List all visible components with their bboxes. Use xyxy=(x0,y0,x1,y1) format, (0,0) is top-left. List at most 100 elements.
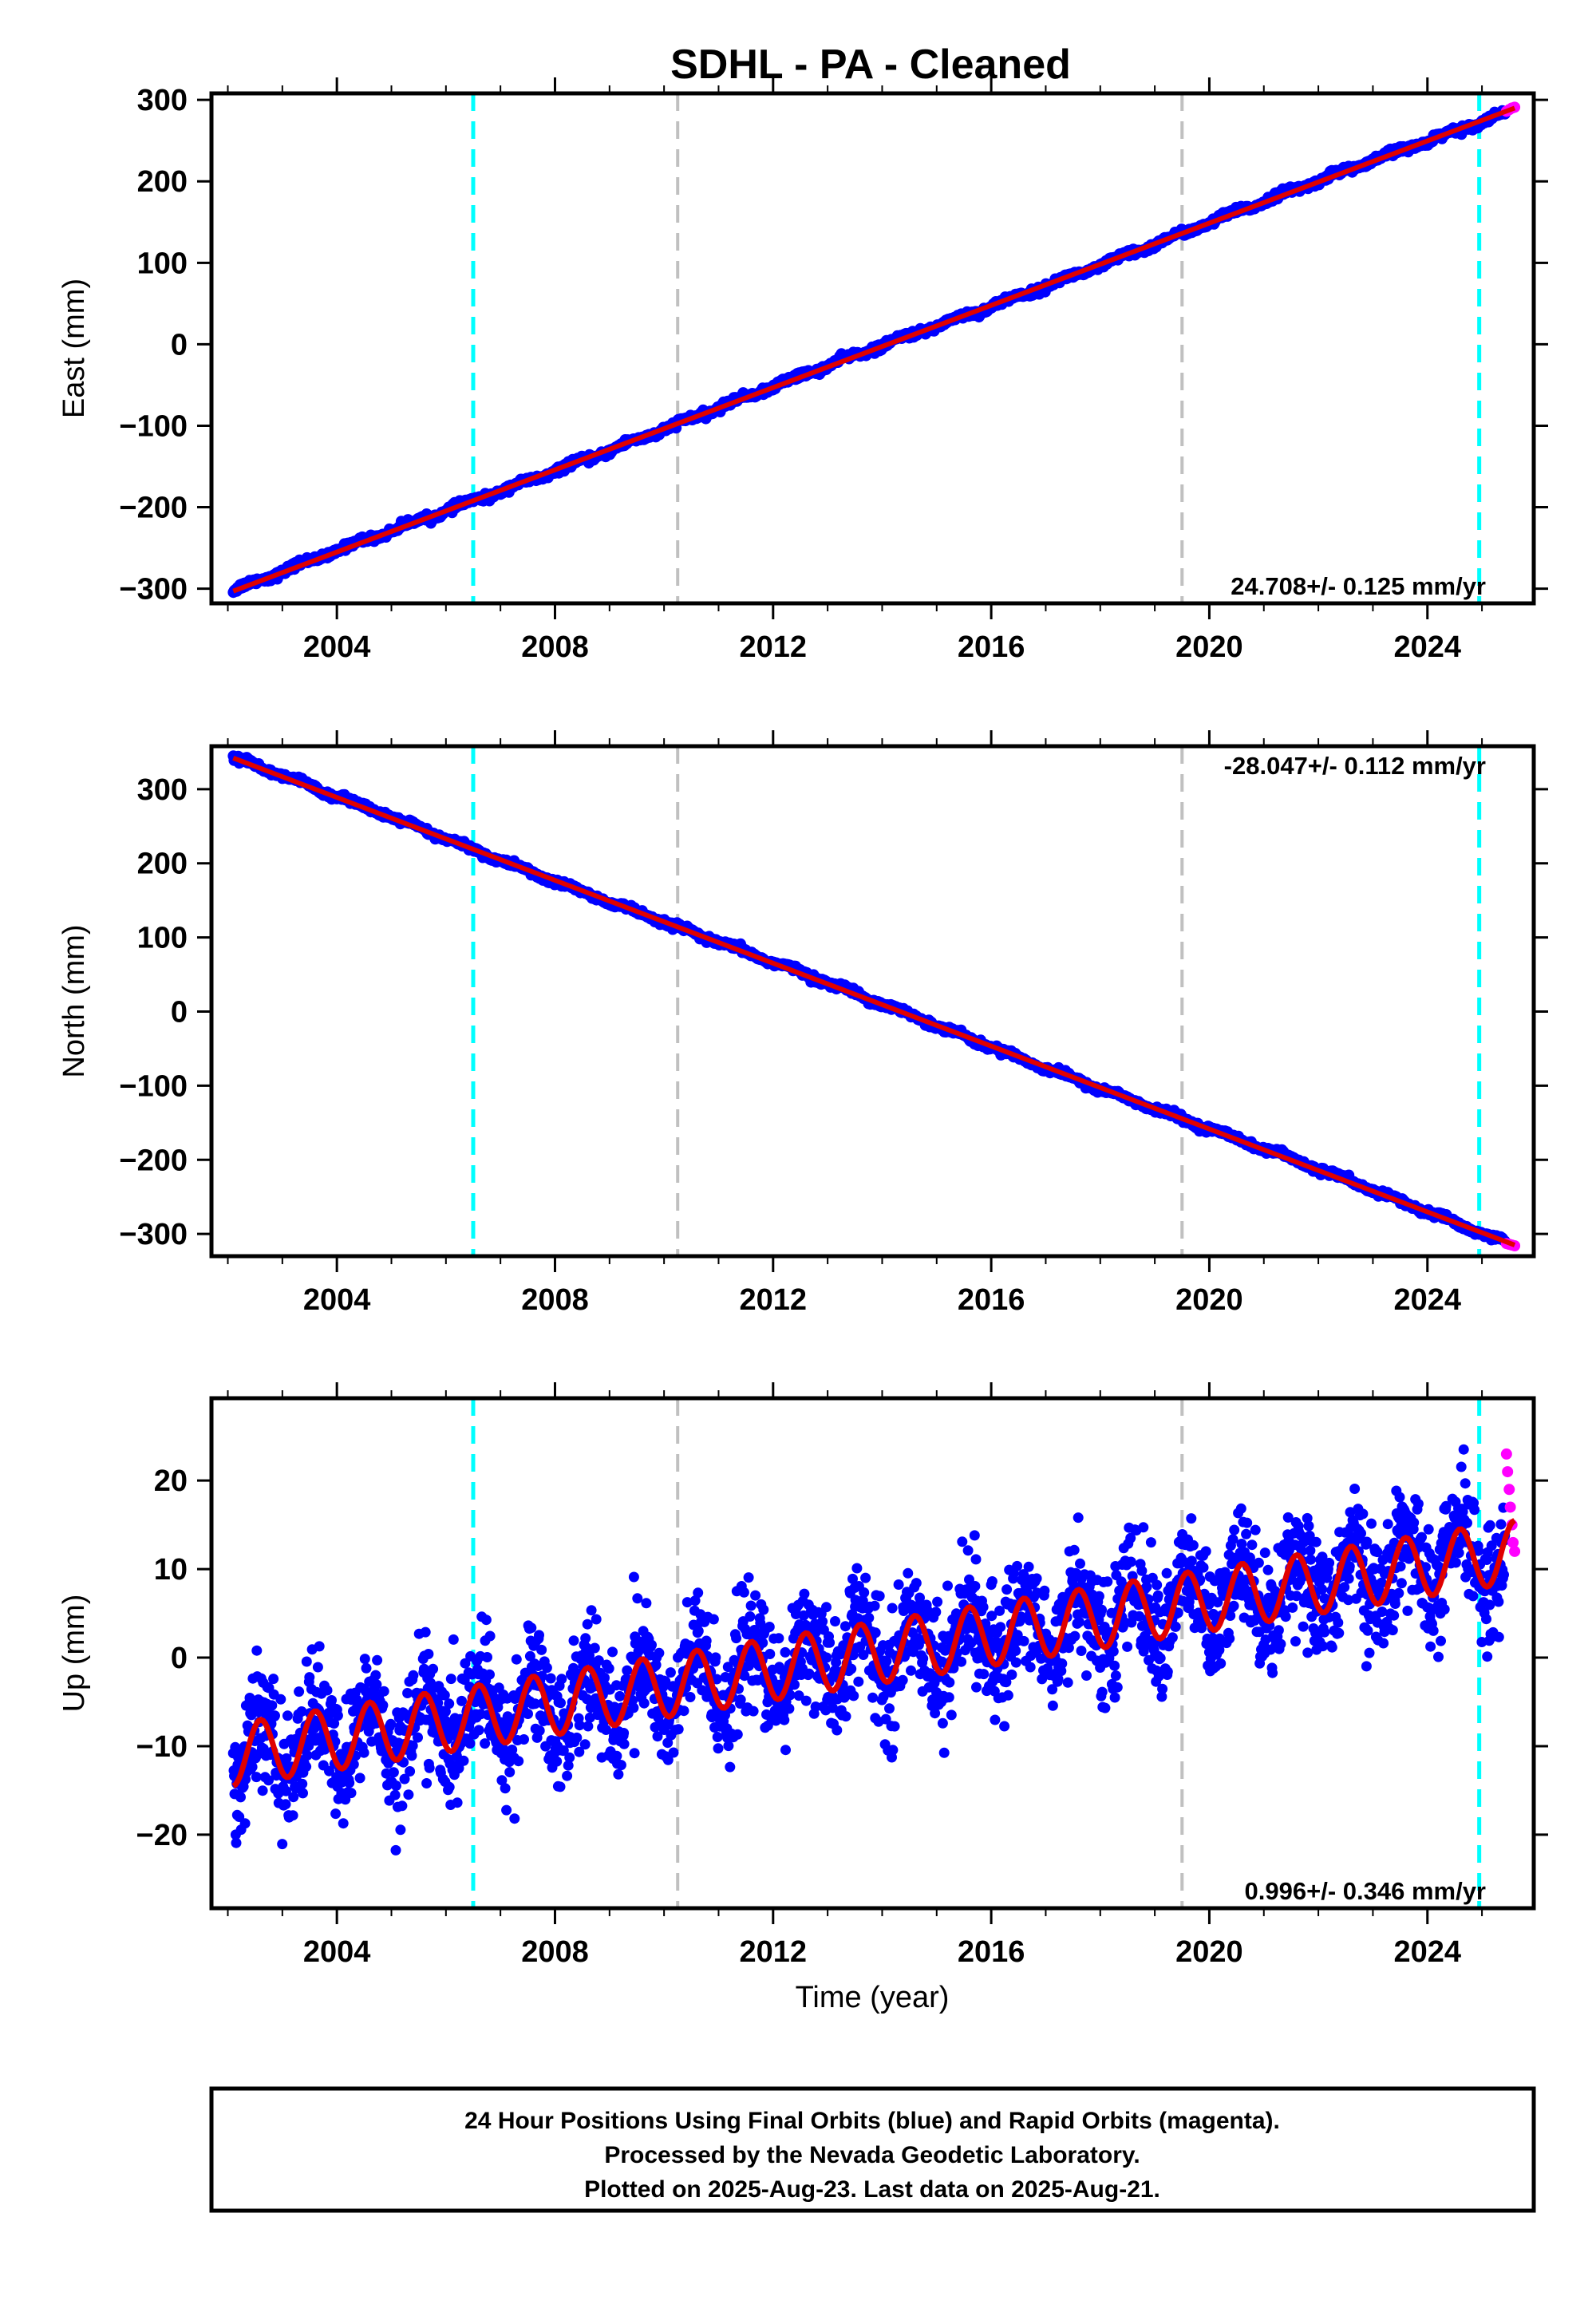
data-point xyxy=(701,1636,712,1646)
data-point xyxy=(630,1748,640,1758)
data-point xyxy=(970,1581,980,1591)
data-point xyxy=(887,1745,898,1755)
data-point xyxy=(446,1674,456,1684)
data-point xyxy=(456,1696,467,1706)
data-point xyxy=(403,1789,413,1800)
data-point xyxy=(301,1761,311,1772)
data-point xyxy=(580,1633,591,1643)
y-axis-label: North (mm) xyxy=(57,924,91,1077)
data-point xyxy=(613,1769,623,1780)
data-point xyxy=(275,1694,286,1705)
data-point xyxy=(870,1601,880,1611)
data-point xyxy=(258,1785,268,1796)
x-tick-label: 2024 xyxy=(1393,630,1461,664)
data-point xyxy=(1039,1586,1049,1596)
data-point xyxy=(421,1778,432,1788)
data-point xyxy=(513,1756,523,1766)
data-point xyxy=(583,1619,593,1630)
data-point xyxy=(509,1813,519,1824)
data-point xyxy=(240,1818,251,1828)
data-point xyxy=(744,1572,754,1583)
data-point xyxy=(970,1530,980,1540)
data-point xyxy=(639,1698,650,1709)
data-point xyxy=(932,1597,942,1607)
data-point xyxy=(587,1605,597,1615)
data-point xyxy=(346,1788,357,1798)
data-point xyxy=(302,1657,312,1667)
data-point xyxy=(1048,1701,1058,1711)
x-tick-label: 2016 xyxy=(958,630,1025,664)
y-tick-label: −300 xyxy=(119,1218,188,1251)
data-point xyxy=(821,1602,832,1612)
x-tick-label: 2004 xyxy=(303,1283,371,1317)
data-point xyxy=(591,1615,602,1625)
data-point xyxy=(465,1738,476,1749)
data-point xyxy=(1097,1687,1108,1698)
data-point xyxy=(534,1630,544,1640)
data-point xyxy=(971,1682,982,1693)
data-point xyxy=(963,1545,974,1555)
data-point xyxy=(832,1725,842,1736)
data-point xyxy=(875,1591,885,1601)
data-point xyxy=(1077,1646,1087,1656)
data-point xyxy=(746,1601,757,1611)
data-point xyxy=(377,1700,388,1710)
y-tick-label: −200 xyxy=(119,492,188,525)
x-tick-label: 2016 xyxy=(958,1283,1025,1317)
data-point xyxy=(1073,1512,1084,1523)
data-point xyxy=(745,1611,755,1622)
data-point xyxy=(903,1568,913,1579)
data-point xyxy=(313,1662,323,1673)
data-point xyxy=(851,1563,862,1574)
data-point xyxy=(1032,1573,1042,1583)
data-point xyxy=(946,1709,957,1720)
data-point xyxy=(268,1674,279,1684)
data-point xyxy=(654,1648,664,1658)
data-point xyxy=(304,1672,314,1682)
chart-title: SDHL - PA - Cleaned xyxy=(670,41,1071,88)
data-point xyxy=(614,1691,625,1701)
data-point xyxy=(379,1686,389,1697)
x-tick-label: 2020 xyxy=(1175,630,1243,664)
data-point xyxy=(944,1678,954,1688)
data-point xyxy=(298,1788,308,1798)
data-point xyxy=(622,1666,632,1676)
data-point xyxy=(546,1674,556,1684)
data-point xyxy=(723,1741,733,1751)
data-point xyxy=(251,1646,262,1656)
data-point xyxy=(884,1703,895,1713)
data-point xyxy=(571,1733,582,1743)
x-tick-label: 2024 xyxy=(1393,1283,1461,1317)
data-point xyxy=(824,1638,835,1648)
x-tick-label: 2004 xyxy=(303,630,371,664)
data-point xyxy=(391,1781,401,1791)
data-point xyxy=(1057,1658,1067,1669)
data-point xyxy=(330,1808,341,1819)
data-point xyxy=(956,1657,966,1667)
data-point xyxy=(448,1634,459,1645)
y-tick-label: −300 xyxy=(119,573,188,607)
data-point xyxy=(361,1663,372,1674)
data-point xyxy=(452,1797,463,1808)
data-point xyxy=(731,1633,741,1643)
data-point xyxy=(408,1670,418,1681)
data-point xyxy=(918,1654,928,1664)
data-point xyxy=(1063,1678,1073,1688)
data-point xyxy=(628,1702,638,1713)
data-point xyxy=(607,1646,618,1657)
data-point xyxy=(618,1728,629,1738)
data-point xyxy=(693,1587,703,1598)
data-point xyxy=(604,1663,614,1674)
data-point xyxy=(616,1760,626,1770)
data-point xyxy=(669,1748,679,1758)
x-tick-label: 2012 xyxy=(740,630,808,664)
data-point xyxy=(500,1783,511,1793)
data-point xyxy=(423,1649,433,1659)
data-point xyxy=(930,1607,941,1617)
data-point xyxy=(1006,1670,1017,1680)
